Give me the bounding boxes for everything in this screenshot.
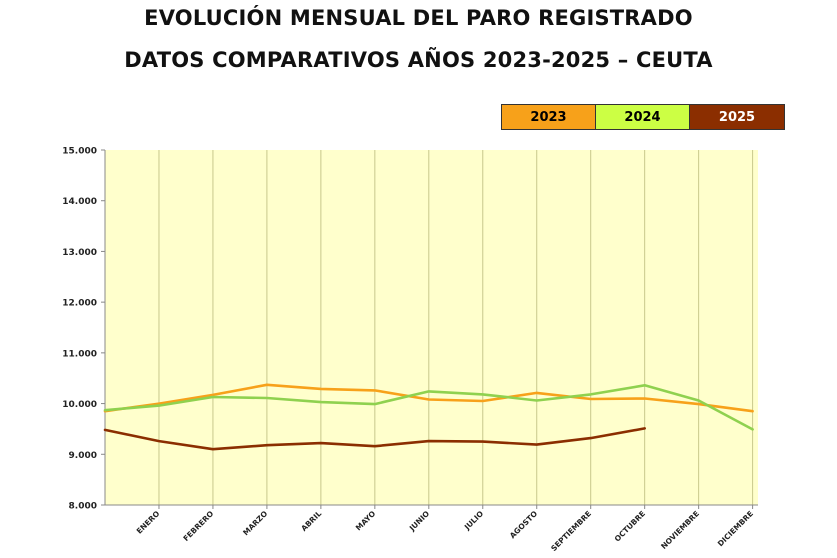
- legend-item-2024: 2024: [596, 105, 690, 129]
- y-tick-label: 14.000: [62, 197, 97, 207]
- chart-legend: 2023 2024 2025: [501, 104, 785, 130]
- series-line-2023: [103, 383, 754, 413]
- y-tick-label: 9.000: [69, 451, 97, 461]
- x-tick-label: ENERO: [135, 509, 162, 536]
- y-tick-label: 12.000: [62, 299, 97, 309]
- series-line-2024: [103, 384, 754, 431]
- x-tick-label: ABRIL: [299, 509, 323, 533]
- chart-title: EVOLUCIÓN MENSUAL DEL PARO REGISTRADO: [144, 6, 693, 30]
- x-tick-label: MARZO: [241, 509, 269, 537]
- x-tick-label: NOVIEMBRE: [659, 509, 701, 551]
- y-tick-label: 11.000: [62, 349, 97, 359]
- y-tick-label: 10.000: [62, 400, 97, 410]
- x-tick-label: JULIO: [462, 509, 485, 532]
- y-tick-label: 15.000: [62, 147, 97, 157]
- legend-item-2023: 2023: [502, 105, 596, 129]
- x-tick-label: MAYO: [354, 509, 377, 532]
- x-tick-label: OCTUBRE: [613, 509, 647, 543]
- y-tick-label: 8.000: [69, 502, 97, 512]
- chart-subtitle: DATOS COMPARATIVOS AÑOS 2023-2025 – CEUT…: [124, 48, 713, 72]
- legend-item-2025: 2025: [690, 105, 784, 129]
- x-tick-label: AGOSTO: [508, 509, 539, 540]
- x-tick-label: SEPTIEMBRE: [549, 509, 593, 553]
- series-line-2025: [103, 427, 646, 451]
- x-tick-label: JUNIO: [407, 509, 431, 533]
- y-tick-label: 13.000: [62, 248, 97, 258]
- x-tick-label: DICIEMBRE: [716, 509, 755, 548]
- plot-area: [105, 150, 758, 505]
- x-tick-label: FEBRERO: [181, 509, 215, 543]
